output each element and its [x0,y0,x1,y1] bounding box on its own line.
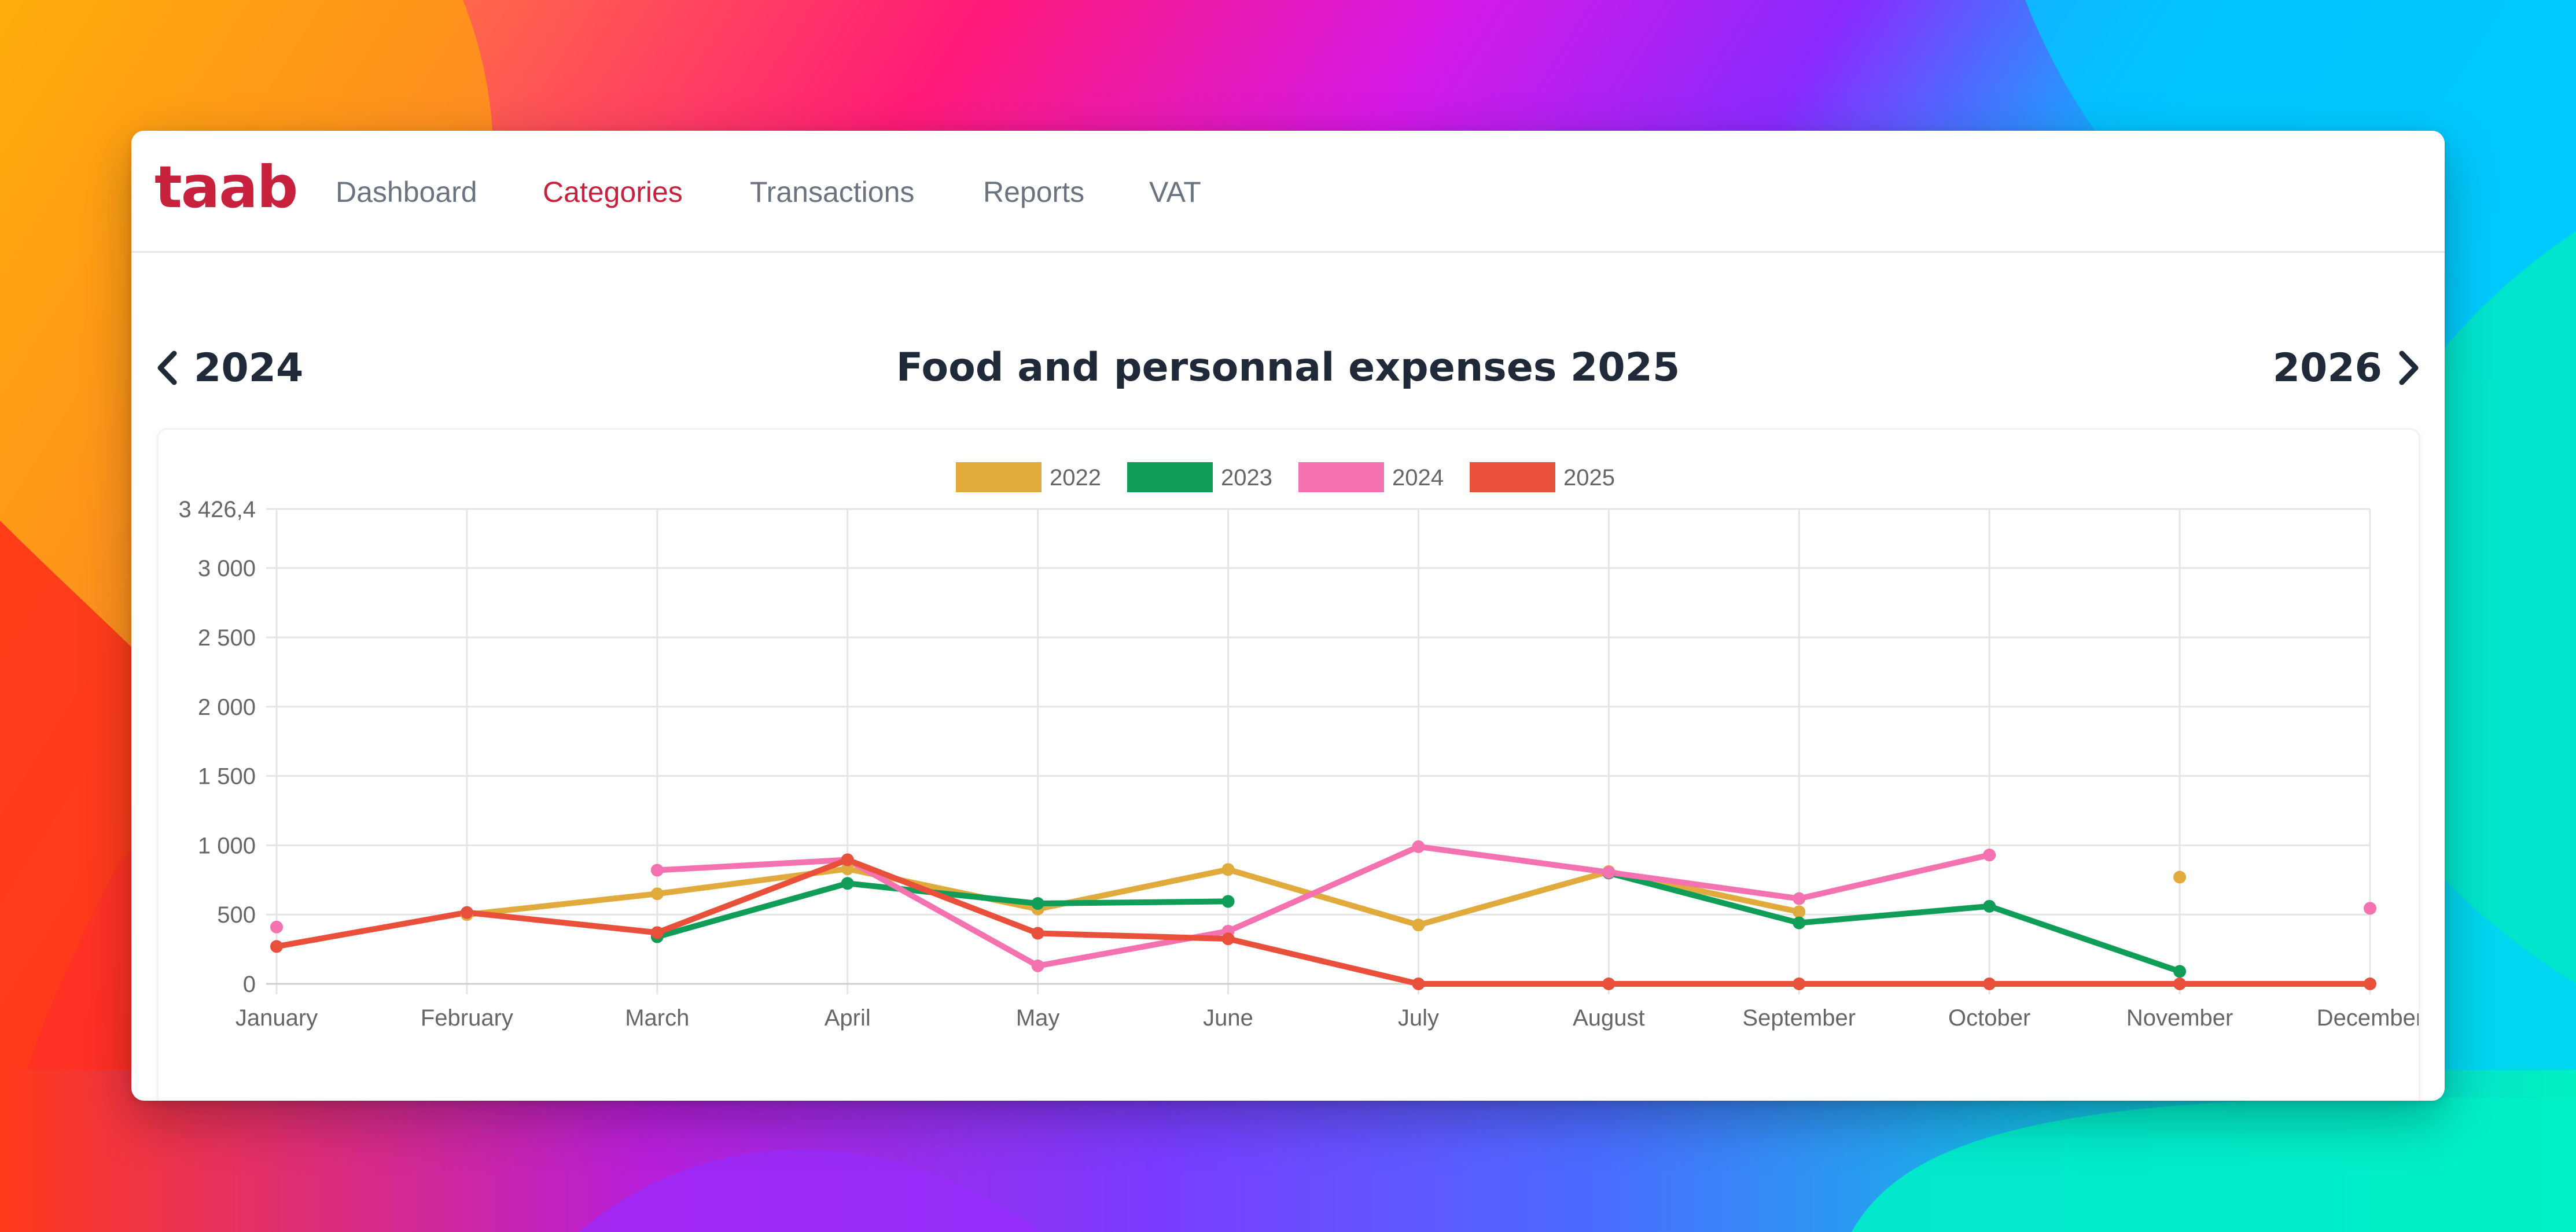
data-point-2023[interactable] [1031,897,1044,910]
data-point-2025[interactable] [1602,978,1615,990]
y-tick-label: 3 000 [198,556,256,581]
legend-label[interactable]: 2022 [1050,465,1101,490]
data-point-2025[interactable] [2173,978,2187,990]
x-tick-label: August [1573,1005,1645,1031]
data-point-2022[interactable] [1412,919,1425,932]
nav-dashboard[interactable]: Dashboard [336,176,477,208]
expenses-line-chart: 0 500 1 000 1 500 2 000 2 500 3 000 3 426,4 Janu… [179,462,2419,1031]
x-tick-label: September [1742,1005,1856,1031]
chevron-right-icon [2399,351,2419,385]
data-point-2024[interactable] [650,864,664,877]
nav-transactions[interactable]: Transactions [750,176,915,208]
legend-label[interactable]: 2023 [1221,465,1272,490]
data-point-2024[interactable] [1412,840,1425,853]
data-point-2024[interactable] [1793,892,1806,905]
x-tick-label: December [2317,1005,2419,1031]
data-point-2023[interactable] [1793,916,1806,929]
series-line-2022 [463,866,1802,928]
legend-label[interactable]: 2024 [1392,465,1444,490]
data-point-2025[interactable] [650,926,664,939]
data-point-2023[interactable] [2173,965,2187,978]
legend-swatch[interactable] [1470,462,1555,492]
next-year-button[interactable]: 2026 [2273,339,2422,397]
data-point-2022[interactable] [841,862,854,876]
x-tick-label: October [1948,1005,2030,1031]
page-title: Food and personnal expenses 2025 [896,345,1680,390]
data-point-2025[interactable] [270,940,283,953]
nav-categories[interactable]: Categories [543,176,683,208]
y-max-label: 3 426,4 [179,497,256,522]
data-point-2025[interactable] [1031,927,1044,940]
data-point-2024[interactable] [1602,866,1615,879]
series-line-2023 [1606,870,2183,975]
chart-card: 0 500 1 000 1 500 2 000 2 500 3 000 3 426,4 Janu… [157,428,2420,1101]
y-tick-label: 1 500 [198,764,256,790]
data-point-2023[interactable] [1983,899,1996,913]
app-window: taab Dashboard Categories Transactions R… [131,131,2445,1101]
x-tick-label: March [625,1005,689,1031]
x-tick-label: February [421,1005,513,1031]
data-point-2023[interactable] [1221,895,1235,908]
data-point-2023[interactable] [841,877,854,890]
nav-reports[interactable]: Reports [983,176,1085,208]
series-line-2024 [654,843,1993,969]
previous-year-label: 2024 [194,345,304,391]
data-point-2025[interactable] [460,906,473,919]
next-year-label: 2026 [2272,345,2382,391]
y-tick-label: 1 000 [198,833,256,858]
legend-label[interactable]: 2025 [1563,465,1615,490]
data-point-2022[interactable] [2173,870,2187,884]
data-point-2025[interactable] [841,853,854,866]
data-point-2024[interactable] [1031,959,1044,972]
data-point-2022[interactable] [1793,905,1806,919]
data-point-2025[interactable] [1983,978,1996,990]
x-tick-label: May [1016,1005,1060,1031]
y-tick-label: 2 000 [198,695,256,720]
data-point-2025[interactable] [1412,978,1425,990]
data-point-2024[interactable] [1983,849,1996,862]
x-tick-label: January [235,1005,318,1031]
y-tick-label: 2 500 [198,625,256,651]
legend-swatch[interactable] [1298,462,1384,492]
x-tick-label: April [825,1005,871,1031]
x-tick-label: June [1203,1005,1253,1031]
data-point-2024[interactable] [2364,902,2376,915]
y-tick-label: 0 [243,972,256,997]
app-logo[interactable]: taab [154,153,298,221]
legend-swatch[interactable] [956,462,1042,492]
x-tick-label: July [1398,1005,1439,1031]
data-point-2025[interactable] [1793,978,1806,990]
data-point-2025[interactable] [2364,978,2376,990]
chevron-left-icon [157,351,177,385]
y-tick-label: 500 [217,902,256,928]
data-point-2024[interactable] [270,920,283,934]
series-line-2023 [654,880,1231,940]
legend-swatch[interactable] [1127,462,1213,492]
series-line-2025 [274,857,2373,987]
nav-vat[interactable]: VAT [1149,176,1201,208]
data-point-2022[interactable] [1221,863,1235,876]
data-point-2025[interactable] [1221,932,1235,946]
data-point-2022[interactable] [650,887,664,901]
x-tick-label: November [2126,1005,2233,1031]
top-navbar: taab Dashboard Categories Transactions R… [131,131,2445,253]
previous-year-button[interactable]: 2024 [154,339,303,397]
